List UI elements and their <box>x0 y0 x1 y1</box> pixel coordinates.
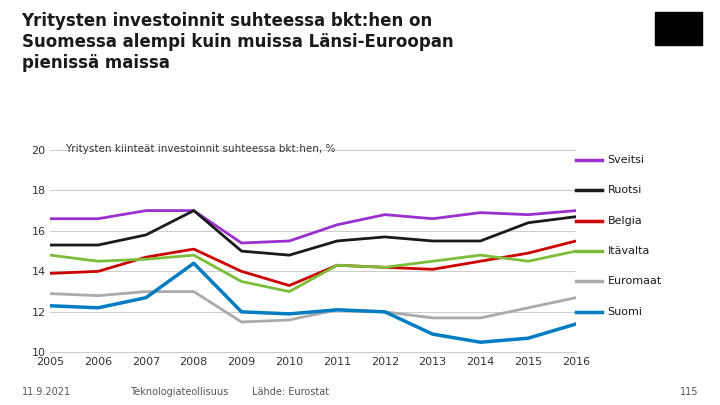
Euromaat <box>237 320 246 324</box>
Itävalta <box>142 257 150 262</box>
Belgia <box>476 259 485 264</box>
Sveitsi <box>476 210 485 215</box>
Suomi <box>428 332 437 337</box>
Belgia <box>333 263 341 268</box>
Suomi <box>189 261 198 266</box>
Ruotsi <box>94 243 102 247</box>
Bar <box>655 12 702 45</box>
Suomi <box>524 336 533 341</box>
Line: Euromaat: Euromaat <box>50 292 576 322</box>
Euromaat <box>381 309 390 314</box>
Ruotsi <box>285 253 294 258</box>
Belgia <box>94 269 102 274</box>
Text: Sveitsi: Sveitsi <box>608 155 644 165</box>
Itävalta <box>428 259 437 264</box>
Belgia <box>524 251 533 256</box>
Euromaat <box>94 293 102 298</box>
Sveitsi <box>524 212 533 217</box>
Text: Euromaat: Euromaat <box>608 277 662 286</box>
Sveitsi <box>94 216 102 221</box>
Ruotsi <box>189 208 198 213</box>
Itävalta <box>524 259 533 264</box>
Belgia <box>381 265 390 270</box>
Line: Suomi: Suomi <box>50 263 576 342</box>
Belgia <box>237 269 246 274</box>
Suomi <box>381 309 390 314</box>
Itävalta <box>46 253 55 258</box>
Text: Teknologiateollisuus: Teknologiateollisuus <box>130 387 228 397</box>
Euromaat <box>285 318 294 322</box>
Ruotsi <box>142 232 150 237</box>
Line: Sveitsi: Sveitsi <box>50 211 576 243</box>
Line: Itävalta: Itävalta <box>50 251 576 292</box>
Belgia <box>189 247 198 252</box>
Ruotsi <box>476 239 485 243</box>
Belgia <box>428 267 437 272</box>
Itävalta <box>333 263 341 268</box>
Belgia <box>572 239 580 243</box>
Sveitsi <box>572 208 580 213</box>
Ruotsi <box>524 220 533 225</box>
Itävalta <box>94 259 102 264</box>
Suomi <box>476 340 485 345</box>
Euromaat <box>476 315 485 320</box>
Euromaat <box>189 289 198 294</box>
Suomi <box>142 295 150 300</box>
Euromaat <box>333 307 341 312</box>
Sveitsi <box>46 216 55 221</box>
Suomi <box>46 303 55 308</box>
Ruotsi <box>46 243 55 247</box>
Sveitsi <box>189 208 198 213</box>
Sveitsi <box>428 216 437 221</box>
Text: Yritysten investoinnit suhteessa bkt:hen on
Suomessa alempi kuin muissa Länsi-Eu: Yritysten investoinnit suhteessa bkt:hen… <box>22 12 453 72</box>
Text: Suomi: Suomi <box>608 307 643 317</box>
Text: Lähde: Eurostat: Lähde: Eurostat <box>252 387 329 397</box>
Itävalta <box>476 253 485 258</box>
Ruotsi <box>237 249 246 254</box>
Ruotsi <box>381 234 390 239</box>
Suomi <box>572 322 580 326</box>
Itävalta <box>237 279 246 284</box>
Belgia <box>142 255 150 260</box>
Itävalta <box>285 289 294 294</box>
Euromaat <box>524 305 533 310</box>
Line: Belgia: Belgia <box>50 241 576 286</box>
Text: Belgia: Belgia <box>608 216 642 226</box>
Ruotsi <box>333 239 341 243</box>
Itävalta <box>381 265 390 270</box>
Sveitsi <box>237 241 246 245</box>
Belgia <box>285 283 294 288</box>
Text: Itävalta: Itävalta <box>608 246 650 256</box>
Text: 11.9.2021: 11.9.2021 <box>22 387 71 397</box>
Euromaat <box>572 295 580 300</box>
Text: 115: 115 <box>680 387 698 397</box>
Itävalta <box>572 249 580 254</box>
Text: Yritysten kiinteät investoinnit suhteessa bkt:hen, %: Yritysten kiinteät investoinnit suhteess… <box>65 144 336 154</box>
Sveitsi <box>333 222 341 227</box>
Ruotsi <box>572 214 580 219</box>
Suomi <box>94 305 102 310</box>
Suomi <box>333 307 341 312</box>
Euromaat <box>46 291 55 296</box>
Ruotsi <box>428 239 437 243</box>
Sveitsi <box>285 239 294 243</box>
Sveitsi <box>142 208 150 213</box>
Itävalta <box>189 253 198 258</box>
Suomi <box>237 309 246 314</box>
Euromaat <box>142 289 150 294</box>
Belgia <box>46 271 55 276</box>
Euromaat <box>428 315 437 320</box>
Line: Ruotsi: Ruotsi <box>50 211 576 255</box>
Suomi <box>285 311 294 316</box>
Sveitsi <box>381 212 390 217</box>
Text: Ruotsi: Ruotsi <box>608 185 642 195</box>
